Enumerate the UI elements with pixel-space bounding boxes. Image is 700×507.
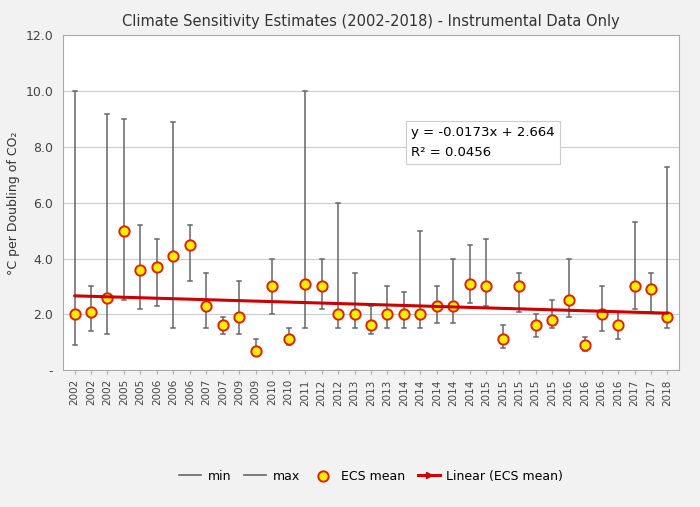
Point [102, 294, 113, 302]
Point [217, 321, 228, 330]
Legend: min, max, ECS mean, Linear (ECS mean): min, max, ECS mean, Linear (ECS mean) [174, 465, 568, 488]
Point [151, 263, 162, 271]
Point [514, 282, 525, 291]
Point [234, 313, 245, 321]
Point [332, 310, 344, 318]
Point [431, 302, 442, 310]
Point [645, 285, 657, 293]
Point [629, 282, 640, 291]
Point [448, 302, 459, 310]
Point [201, 302, 212, 310]
Point [415, 310, 426, 318]
Point [464, 279, 475, 287]
Point [316, 282, 327, 291]
Point [497, 336, 508, 344]
Point [267, 282, 278, 291]
Text: y = -0.0173x + 2.664
R² = 0.0456: y = -0.0173x + 2.664 R² = 0.0456 [411, 126, 554, 159]
Point [530, 321, 541, 330]
Point [580, 341, 591, 349]
Point [250, 347, 261, 355]
Point [662, 313, 673, 321]
Point [184, 240, 195, 248]
Point [168, 251, 179, 260]
Point [382, 310, 393, 318]
Point [398, 310, 409, 318]
Title: Climate Sensitivity Estimates (2002-2018) - Instrumental Data Only: Climate Sensitivity Estimates (2002-2018… [122, 14, 620, 29]
Point [69, 310, 80, 318]
Point [596, 310, 607, 318]
Y-axis label: °C per Doubling of CO₂: °C per Doubling of CO₂ [7, 131, 20, 275]
Point [283, 336, 294, 344]
Point [135, 266, 146, 274]
Point [481, 282, 492, 291]
Point [365, 321, 377, 330]
Point [612, 321, 624, 330]
Point [118, 227, 130, 235]
Point [349, 310, 360, 318]
Point [563, 296, 574, 304]
Point [547, 316, 558, 324]
Point [85, 307, 97, 315]
Point [300, 279, 311, 287]
